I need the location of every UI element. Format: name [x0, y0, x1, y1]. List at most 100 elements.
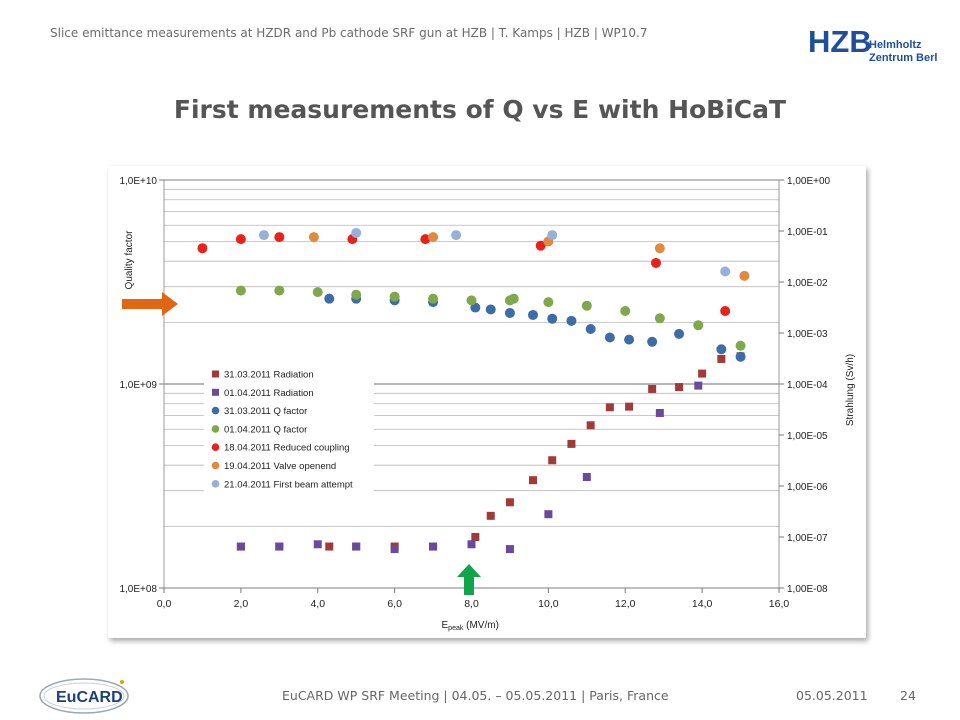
radiation-point: [529, 476, 537, 485]
series-2: [324, 293, 746, 362]
radiation-point: [582, 473, 591, 482]
y-left-axis-label: Quality factor: [124, 230, 135, 290]
q-factor-point: [620, 305, 631, 316]
legend-marker: [211, 425, 220, 433]
radiation-point: [390, 545, 399, 554]
x-tick-label: 0,0: [157, 598, 172, 610]
radiation-point: [467, 540, 476, 549]
x-tick-label: 2,0: [234, 598, 249, 610]
chart-panel: 0,0 2,0 4,0 6,0 8,0 10,0 12,0 14,0 16,0 1,0E+10 1,…: [108, 166, 866, 638]
radiation-point: [648, 384, 657, 393]
q-factor-point: [547, 313, 558, 324]
q-factor-point: [720, 266, 731, 277]
radiation-point: [586, 421, 595, 430]
q-factor-point: [351, 227, 362, 238]
q-factor-point: [735, 351, 746, 362]
legend-marker: [211, 443, 220, 452]
q-factor-point: [235, 234, 246, 245]
q-factor-point: [654, 243, 665, 254]
footer-page-number: 24: [900, 688, 916, 703]
q-factor-point: [585, 324, 596, 335]
q-factor-point: [624, 334, 635, 345]
y-right-tick-label: 1,00E-06: [787, 482, 828, 493]
axis-layer: 0,0 2,0 4,0 6,0 8,0 10,0 12,0 14,0 16,0 1,0E+10 1,…: [119, 176, 856, 632]
legend-box: [204, 364, 374, 501]
q-factor-point: [451, 230, 462, 241]
radiation-point: [675, 383, 684, 392]
radiation-point: [605, 403, 614, 412]
q-factor-point: [720, 305, 731, 316]
radiation-point: [429, 542, 438, 551]
q-factor-point: [420, 234, 431, 245]
radiation-point: [471, 533, 480, 541]
q-factor-point: [351, 289, 362, 300]
y-left-tick-label: 1,0E+09: [119, 380, 157, 391]
radiation-point: [694, 381, 703, 390]
q-factor-point: [312, 287, 323, 298]
y-right-tick-label: 1,00E+00: [787, 176, 831, 187]
x-tick-label: 10,0: [538, 598, 559, 610]
y-right-tick-label: 1,00E-01: [787, 227, 828, 238]
eucard-logo-text: EuCARD: [56, 689, 123, 706]
legend-layer: 31.03.2011 Radiation 01.04.2011 Radiation…: [204, 364, 374, 501]
series-1: [236, 381, 703, 554]
series-6: [258, 227, 731, 277]
radiation-point: [505, 498, 514, 507]
green-arrow-icon: [457, 564, 481, 595]
radiation-point: [548, 456, 557, 465]
q-factor-point: [543, 297, 554, 308]
y-left-tick-label: 1,0E+08: [119, 584, 157, 595]
radiation-point: [313, 540, 322, 549]
q-factor-point: [466, 295, 477, 306]
slide-header-text: Slice emittance measurements at HZDR and…: [50, 26, 648, 40]
hzb-logo-line2: Zentrum Berlin: [869, 52, 938, 64]
legend-marker: [211, 480, 220, 488]
x-tick-label: 16,0: [769, 598, 790, 610]
legend-label: 21.04.2011 First beam attempt: [224, 479, 353, 490]
radiation-point: [236, 542, 245, 551]
q-vs-e-chart: 0,0 2,0 4,0 6,0 8,0 10,0 12,0 14,0 16,0 1,0E+10 1,…: [119, 176, 856, 632]
q-factor-point: [566, 315, 577, 326]
marks-layer: [197, 227, 750, 554]
q-factor-point: [716, 344, 727, 355]
radiation-point: [698, 369, 707, 378]
y-right-tick-label: 1,00E-08: [787, 584, 828, 595]
radiation-point: [717, 354, 726, 363]
q-factor-point: [647, 336, 658, 347]
orange-arrow-icon: [122, 292, 178, 316]
q-factor-point: [308, 232, 319, 243]
y-right-tick-label: 1,00E-05: [787, 431, 828, 442]
y-right-tick-label: 1,00E-02: [787, 278, 828, 289]
x-axis-label: Epeak (MV/m): [442, 620, 499, 632]
legend-label: 19.04.2011 Valve openend: [224, 461, 336, 472]
radiation-point: [625, 402, 634, 411]
q-factor-point: [674, 328, 685, 339]
q-factor-point: [581, 300, 592, 311]
x-tick-label: 12,0: [615, 598, 636, 610]
footer-date: 05.05.2011: [796, 688, 868, 703]
hzb-logo: HZB Helmholtz Zentrum Berlin: [808, 24, 938, 64]
radiation-point: [505, 545, 514, 554]
radiation-point: [486, 511, 495, 520]
q-factor-point: [528, 309, 538, 320]
q-factor-point: [654, 313, 665, 324]
q-factor-point: [535, 240, 546, 251]
q-factor-point: [197, 243, 208, 254]
legend-label: 01.04.2011 Radiation: [224, 388, 314, 399]
q-factor-point: [485, 304, 496, 315]
q-factor-point: [235, 285, 246, 296]
x-tick-label: 4,0: [310, 598, 325, 610]
x-tick-label: 6,0: [387, 598, 402, 610]
legend-marker: [211, 406, 220, 415]
y-right-tick-label: 1,00E-04: [787, 380, 828, 391]
y-right-tick-label: 1,00E-03: [787, 329, 828, 340]
radiation-point: [325, 542, 334, 551]
series-4: [197, 232, 731, 316]
q-factor-point: [735, 340, 746, 351]
legend-marker: [211, 461, 220, 470]
q-factor-point: [428, 293, 439, 304]
legend-label: 31.03.2011 Radiation: [224, 370, 314, 381]
legend-marker: [212, 370, 219, 378]
slide-title: First measurements of Q vs E with HoBiCa…: [173, 95, 787, 124]
footer-meeting: EuCARD WP SRF Meeting | 04.05. – 05.05.2…: [282, 688, 669, 703]
